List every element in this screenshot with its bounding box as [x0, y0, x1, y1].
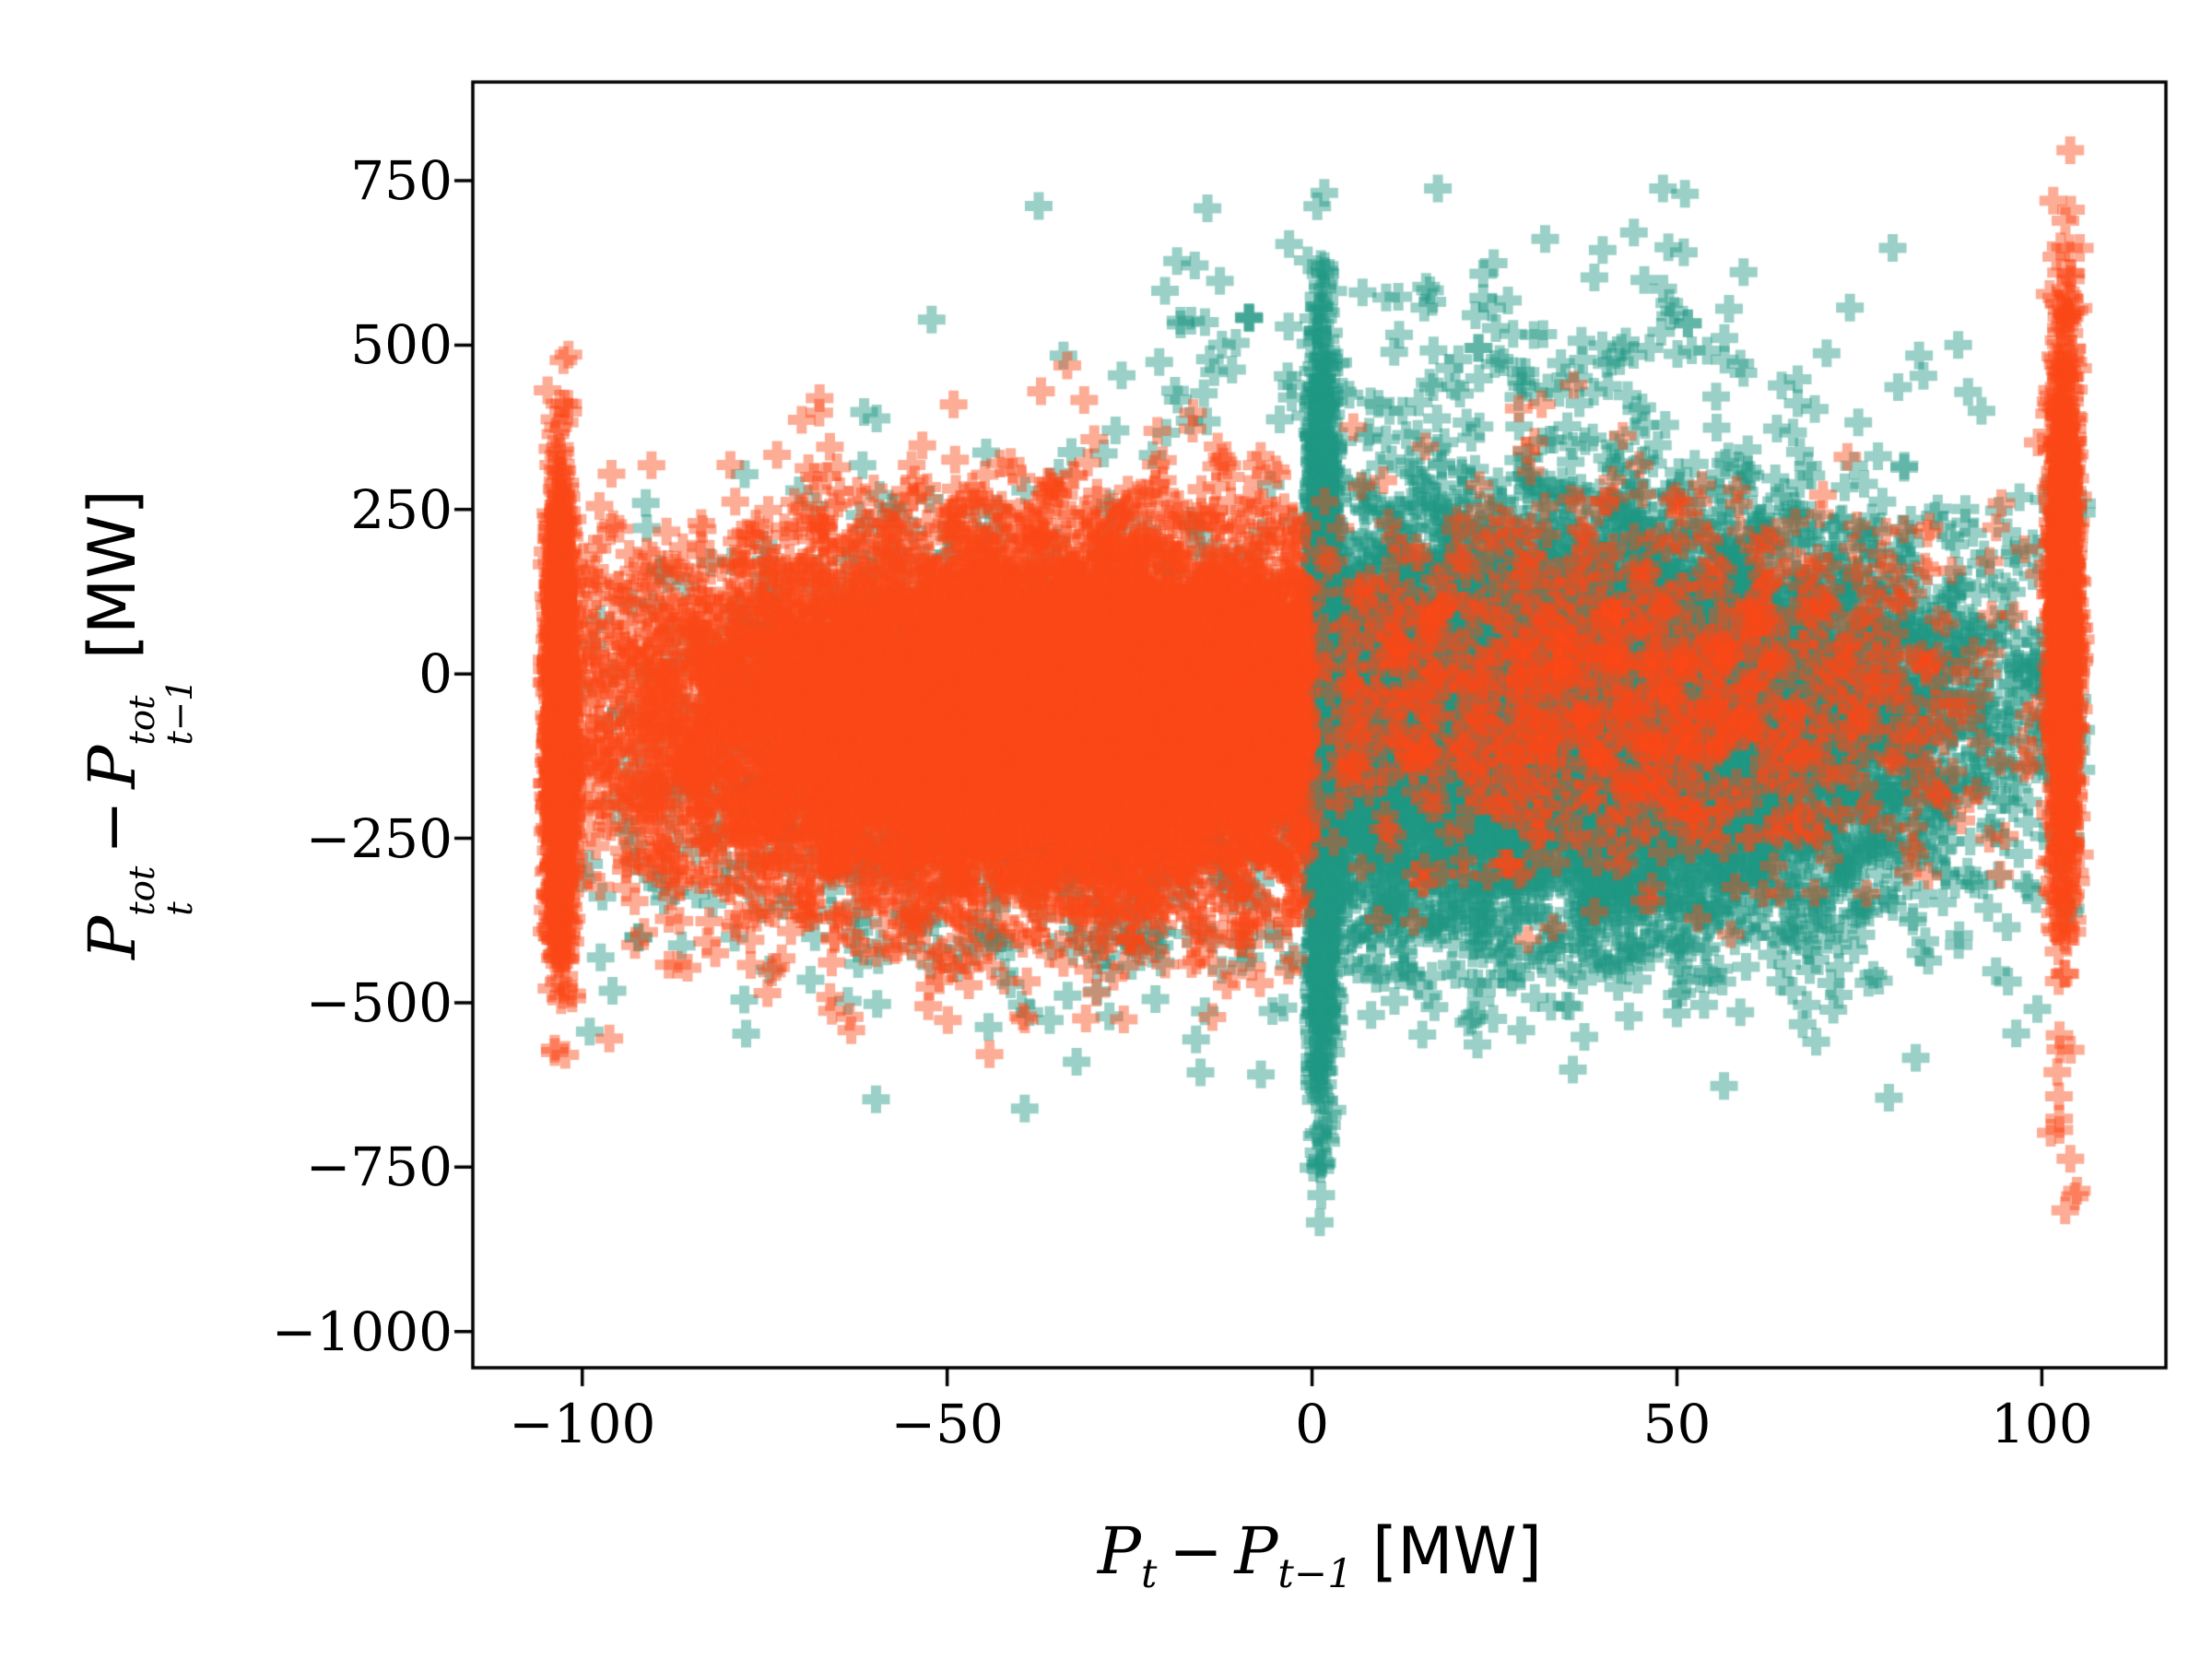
plot-area [0, 0, 2212, 1659]
